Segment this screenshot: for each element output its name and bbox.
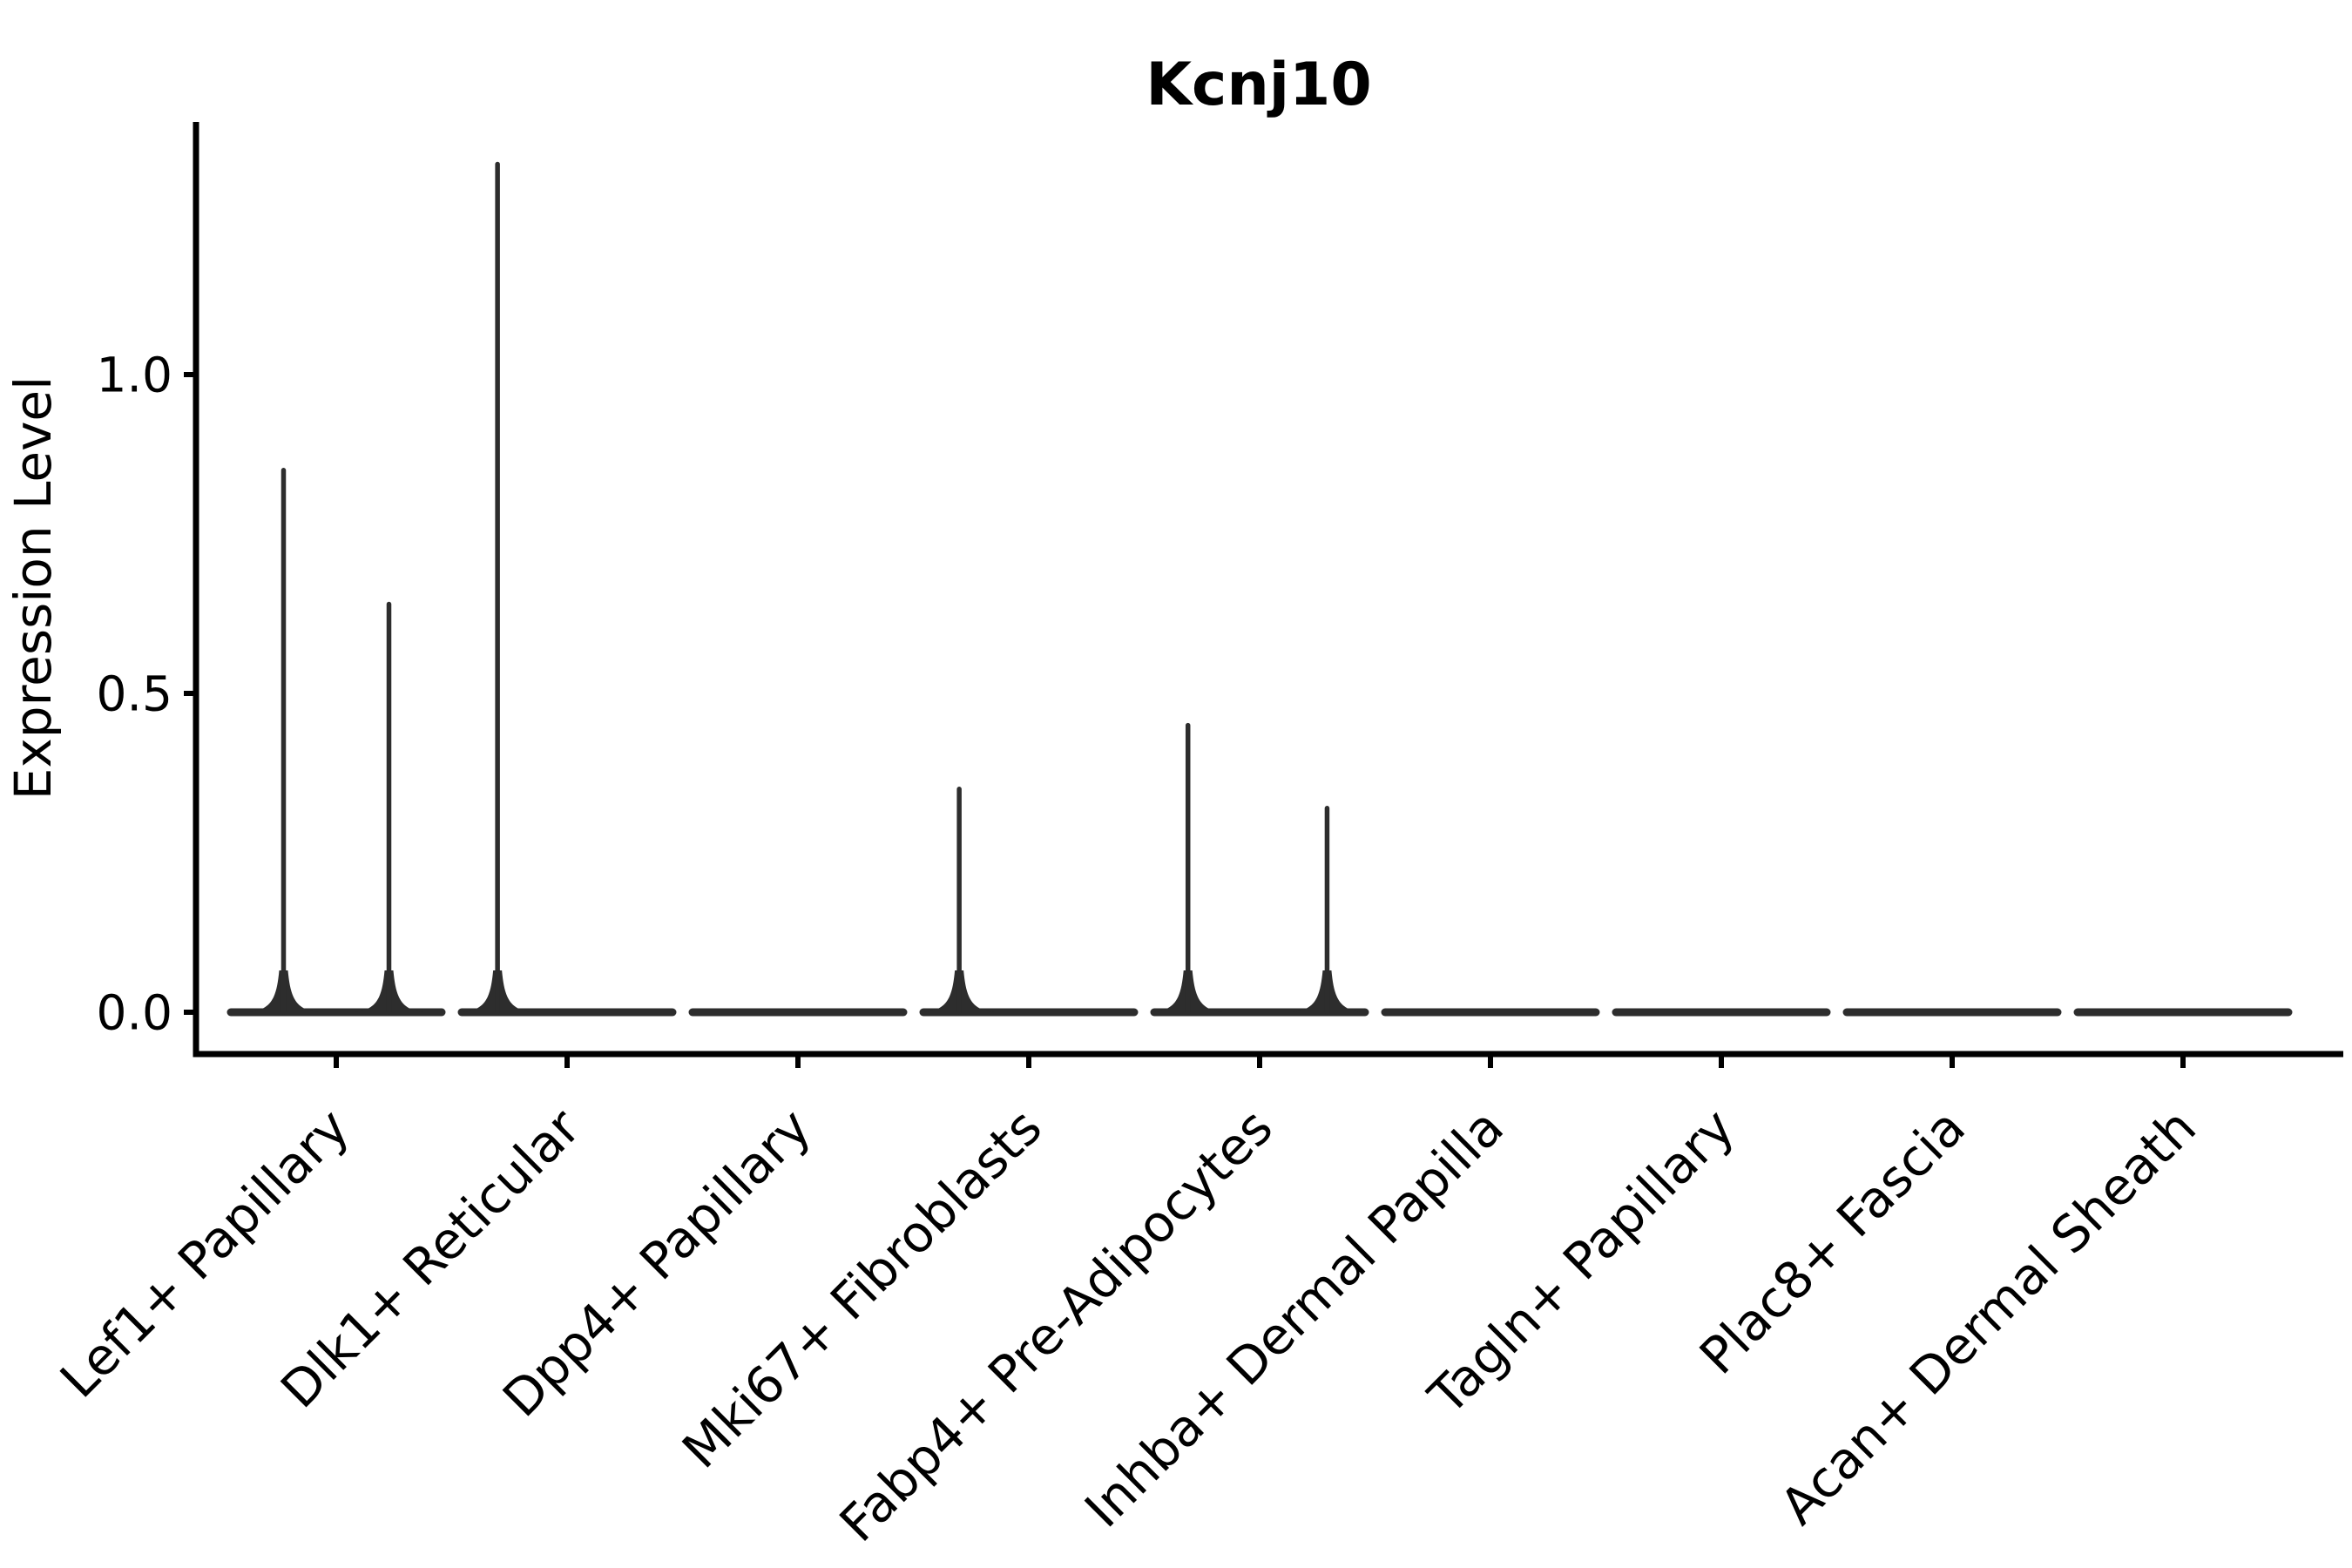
violin <box>919 787 1139 1017</box>
x-tick-label: Inhba+ Dermal Papilla <box>1073 1098 1515 1539</box>
violin <box>1150 722 1369 1017</box>
y-axis-label: Expression Level <box>3 376 63 800</box>
violin <box>226 468 446 1017</box>
y-tick-label: 1.0 <box>97 347 172 402</box>
axes <box>193 122 2343 1058</box>
plot-title: Kcnj10 <box>1146 51 1371 119</box>
violins <box>226 161 2293 1017</box>
x-tick-label: Fabp4+ Pre-Adipocytes <box>828 1098 1284 1553</box>
y-tick-label: 0.0 <box>97 984 172 1040</box>
y-tick-label: 0.5 <box>97 666 172 721</box>
violin <box>457 161 677 1017</box>
x-tick-label: Acan+ Dermal Sheath <box>1768 1098 2207 1536</box>
y-axis-ticks: 0.0 0.5 1.0 <box>97 347 196 1040</box>
